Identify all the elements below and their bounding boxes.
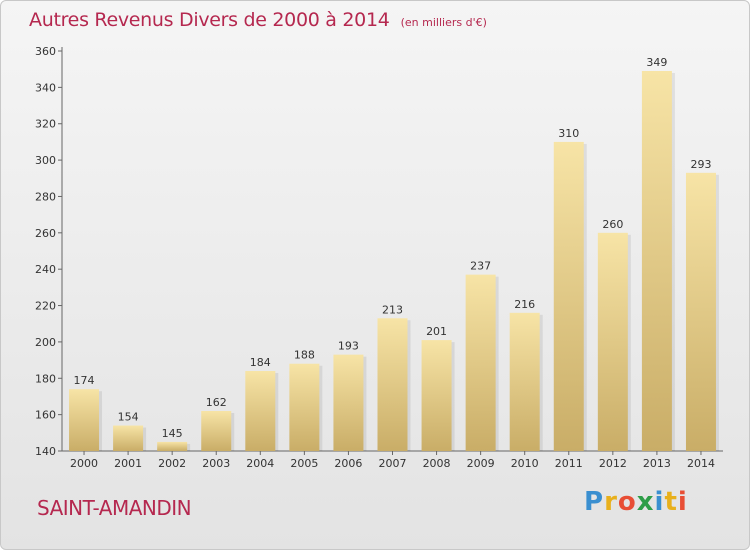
bar: [509, 312, 540, 451]
x-tick-label: 2013: [643, 457, 671, 470]
bar: [157, 441, 188, 451]
y-tick-label: 280: [35, 190, 56, 203]
x-tick-label: 2000: [70, 457, 98, 470]
value-label: 184: [250, 356, 271, 369]
place-name: SAINT-AMANDIN: [37, 496, 192, 520]
logo-letter: x: [636, 487, 655, 517]
value-label: 260: [602, 218, 623, 231]
x-tick-label: 2002: [158, 457, 186, 470]
y-tick-label: 260: [35, 227, 56, 240]
value-label: 349: [646, 56, 667, 69]
logo-letter: t: [664, 487, 678, 517]
x-tick-label: 2001: [114, 457, 142, 470]
x-tick-label: 2007: [379, 457, 407, 470]
value-label: 237: [470, 260, 491, 273]
y-tick-label: 140: [35, 445, 56, 458]
bar: [333, 354, 364, 451]
bar: [553, 141, 584, 451]
value-label: 216: [514, 298, 535, 311]
value-label: 162: [206, 396, 227, 409]
bar: [685, 172, 716, 451]
value-label: 154: [118, 411, 139, 424]
bar: [597, 232, 628, 451]
value-label: 193: [338, 340, 359, 353]
y-tick-label: 220: [35, 300, 56, 313]
y-tick-label: 160: [35, 409, 56, 422]
proxiti-logo: Proxiti: [584, 487, 688, 517]
x-tick-label: 2011: [555, 457, 583, 470]
x-tick-label: 2012: [599, 457, 627, 470]
value-label: 188: [294, 349, 315, 362]
bar: [641, 71, 672, 451]
logo-letter: i: [654, 487, 665, 517]
x-tick-label: 2006: [334, 457, 362, 470]
x-tick-label: 2014: [687, 457, 715, 470]
value-label: 213: [382, 303, 403, 316]
x-tick-label: 2004: [246, 457, 274, 470]
chart-title-block: Autres Revenus Divers de 2000 à 2014 (en…: [29, 9, 487, 31]
y-tick-label: 320: [35, 118, 56, 131]
bar: [421, 340, 452, 451]
x-tick-label: 2010: [511, 457, 539, 470]
chart-subtitle: (en milliers d'€): [400, 16, 487, 29]
y-tick-label: 200: [35, 336, 56, 349]
logo-letter: r: [604, 487, 618, 517]
value-label: 174: [74, 374, 95, 387]
logo-letter: P: [584, 487, 605, 517]
y-tick-label: 180: [35, 372, 56, 385]
bar: [465, 274, 496, 451]
x-tick-label: 2009: [467, 457, 495, 470]
bars: [69, 71, 719, 451]
value-label: 145: [162, 427, 183, 440]
x-tick-label: 2005: [290, 457, 318, 470]
chart-title: Autres Revenus Divers de 2000 à 2014: [29, 9, 390, 31]
x-tick-label: 2008: [423, 457, 451, 470]
y-tick-label: 300: [35, 154, 56, 167]
logo-letter: o: [617, 487, 637, 517]
y-tick-label: 240: [35, 263, 56, 276]
bar: [245, 371, 276, 451]
y-tick-label: 340: [35, 81, 56, 94]
bar: [113, 425, 144, 451]
value-label: 310: [558, 127, 579, 140]
bar: [377, 318, 408, 451]
bar: [289, 363, 320, 451]
bar: [69, 389, 100, 451]
data-labels: 174 154 145 162 184 188 193 213 201 237 216 310 260 3…: [74, 56, 712, 440]
value-label: 293: [690, 158, 711, 171]
bar: [201, 411, 232, 451]
y-tick-label: 360: [35, 45, 56, 58]
x-tick-label: 2003: [202, 457, 230, 470]
value-label: 201: [426, 325, 447, 338]
logo-letter: i: [677, 487, 688, 517]
